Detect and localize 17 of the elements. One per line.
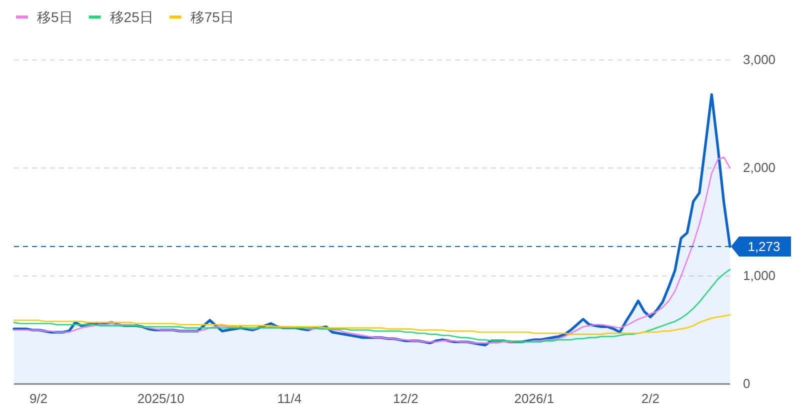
y-tick-label: 2,000 (743, 160, 776, 176)
x-tick-label: 2026/1 (514, 391, 554, 406)
line-series (13, 268, 731, 343)
ref-line-label: 1,273 (748, 239, 780, 254)
y-tick-label: 1,000 (743, 268, 776, 284)
legend-label: 移25日 (110, 9, 154, 26)
x-tick-label: 2025/10 (137, 391, 184, 406)
y-tick-label: 3,000 (743, 52, 776, 68)
x-tick-label: 12/2 (393, 391, 418, 406)
line-series (13, 314, 731, 335)
x-tick-label: 2/2 (641, 391, 660, 406)
legend-label: 移5日 (37, 9, 73, 26)
x-tick-label: 11/4 (277, 391, 302, 406)
y-tick-label: 0 (743, 376, 750, 392)
x-tick-label: 9/2 (29, 391, 48, 406)
legend-label: 移75日 (190, 9, 234, 26)
line-series (13, 156, 731, 344)
